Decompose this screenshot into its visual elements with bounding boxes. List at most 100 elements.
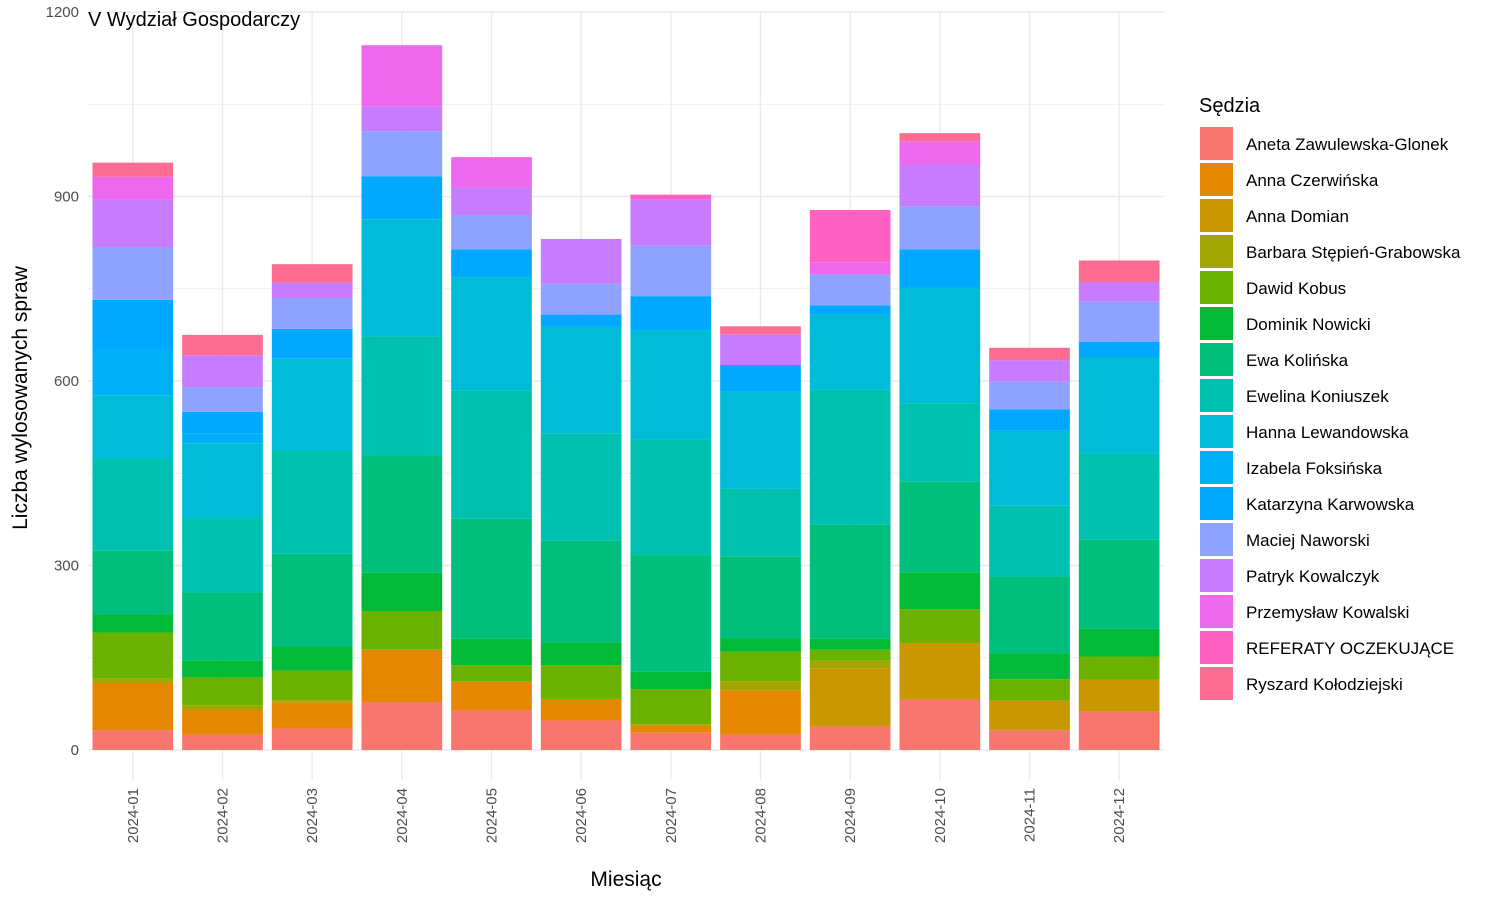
- bar-segment: [271, 670, 353, 701]
- legend-swatch: [1200, 595, 1233, 628]
- bar-segment: [271, 553, 353, 647]
- bar-segment: [182, 705, 263, 711]
- bar-segment: [720, 651, 801, 682]
- bar-segment: [899, 133, 981, 142]
- bar-segment: [899, 206, 981, 250]
- bar-segment: [182, 433, 263, 444]
- bar-segment: [92, 199, 174, 248]
- bar-segment: [361, 336, 443, 457]
- bar-segment: [1078, 281, 1160, 302]
- bar-segment: [899, 249, 981, 288]
- bar-segment: [809, 210, 891, 263]
- x-tick-label: 2024-07: [663, 788, 680, 843]
- legend-swatch: [1200, 235, 1233, 268]
- legend-swatch: [1200, 343, 1233, 376]
- bar-segment: [271, 358, 353, 451]
- bar-segment: [809, 389, 891, 525]
- y-tick-label: 1200: [46, 4, 79, 21]
- bar-segment: [92, 730, 174, 750]
- x-tick-label: 2024-11: [1022, 788, 1039, 842]
- bar-segment: [92, 682, 174, 731]
- bar-segment: [361, 702, 443, 750]
- legend-title: Sędzia: [1199, 95, 1261, 117]
- bar-segment: [1078, 628, 1160, 657]
- bar-segment: [899, 609, 981, 643]
- y-axis-title: Liczba wylosowanych spraw: [9, 265, 32, 530]
- bar-segment: [720, 638, 801, 652]
- bar-segment: [451, 665, 532, 682]
- bar-segment: [540, 720, 622, 750]
- legend-swatch: [1200, 667, 1233, 700]
- bar-segment: [720, 734, 801, 750]
- legend-swatch: [1200, 631, 1233, 664]
- bar-segment: [361, 456, 443, 573]
- bar-segment: [182, 443, 263, 518]
- bar-segment: [989, 360, 1070, 382]
- legend-label: Izabela Foksińska: [1246, 459, 1383, 478]
- bar-segment: [451, 157, 532, 188]
- bar-segment: [720, 681, 801, 691]
- bar-segment: [1078, 679, 1160, 712]
- bar-segment: [182, 517, 263, 593]
- bar-segment: [809, 668, 891, 727]
- bar-segment: [451, 215, 532, 250]
- bar-segment: [630, 725, 712, 733]
- bar-segment: [361, 131, 443, 177]
- bar-segment: [92, 395, 174, 459]
- x-tick-label: 2024-08: [753, 788, 770, 843]
- bar-segment: [630, 724, 712, 726]
- legend-swatch: [1200, 307, 1233, 340]
- bar-segment: [451, 249, 532, 278]
- bar-segment: [271, 282, 353, 298]
- bar-segment: [899, 287, 981, 404]
- legend-swatch: [1200, 271, 1233, 304]
- x-tick-label: 2024-05: [484, 788, 501, 843]
- legend-items: Aneta Zawulewska-Glonek Anna Czerwińska An…: [1200, 127, 1461, 700]
- bar-segment: [92, 349, 174, 396]
- bar-segment: [182, 355, 263, 388]
- bar-segment: [630, 732, 712, 750]
- bar-segment: [809, 638, 891, 650]
- y-tick-label: 600: [54, 373, 79, 390]
- bar-segment: [989, 505, 1070, 577]
- x-tick-label: 2024-02: [215, 788, 232, 843]
- bar-segment: [361, 219, 443, 337]
- legend-swatch: [1200, 199, 1233, 232]
- bar-segment: [989, 700, 1070, 731]
- bar-segment: [182, 734, 263, 750]
- bar-segment: [1078, 357, 1160, 454]
- bar-segment: [630, 671, 712, 690]
- y-tick-label: 300: [54, 558, 79, 575]
- legend-swatch: [1200, 415, 1233, 448]
- bar-segment: [540, 326, 622, 434]
- bar-segment: [540, 540, 622, 643]
- bar-segment: [182, 710, 263, 735]
- bar-segment: [809, 649, 891, 661]
- legend-swatch: [1200, 487, 1233, 520]
- bar-segment: [989, 576, 1070, 654]
- bar-segment: [182, 334, 263, 356]
- bar-segment: [361, 611, 443, 650]
- bar-segment: [720, 488, 801, 557]
- bar-segment: [92, 162, 174, 177]
- bar-segment: [630, 329, 712, 440]
- bar-segment: [451, 187, 532, 216]
- legend-label: Hanna Lewandowska: [1246, 423, 1409, 442]
- legend-label: Przemysław Kowalski: [1246, 603, 1409, 622]
- bar-segment: [540, 433, 622, 541]
- bar-segment: [989, 653, 1070, 680]
- legend-label: Aneta Zawulewska-Glonek: [1246, 135, 1449, 154]
- bar-segment: [182, 677, 263, 706]
- bar-segment: [271, 297, 353, 329]
- bar-segment: [989, 347, 1070, 361]
- bar-segment: [1078, 711, 1160, 750]
- legend: Sędzia Aneta Zawulewska-Glonek Anna Czerw…: [1199, 95, 1461, 700]
- bar-segment: [540, 642, 622, 666]
- bar-segment: [182, 411, 263, 434]
- bar-segment: [92, 299, 174, 350]
- x-tick-label: 2024-06: [573, 788, 590, 843]
- legend-label: Anna Domian: [1246, 207, 1349, 226]
- bar-segment: [182, 592, 263, 661]
- bar-segment: [720, 391, 801, 489]
- x-axis-ticks: 2024-01 2024-02 2024-03 2024-04 2024-05 2024-…: [125, 788, 1128, 843]
